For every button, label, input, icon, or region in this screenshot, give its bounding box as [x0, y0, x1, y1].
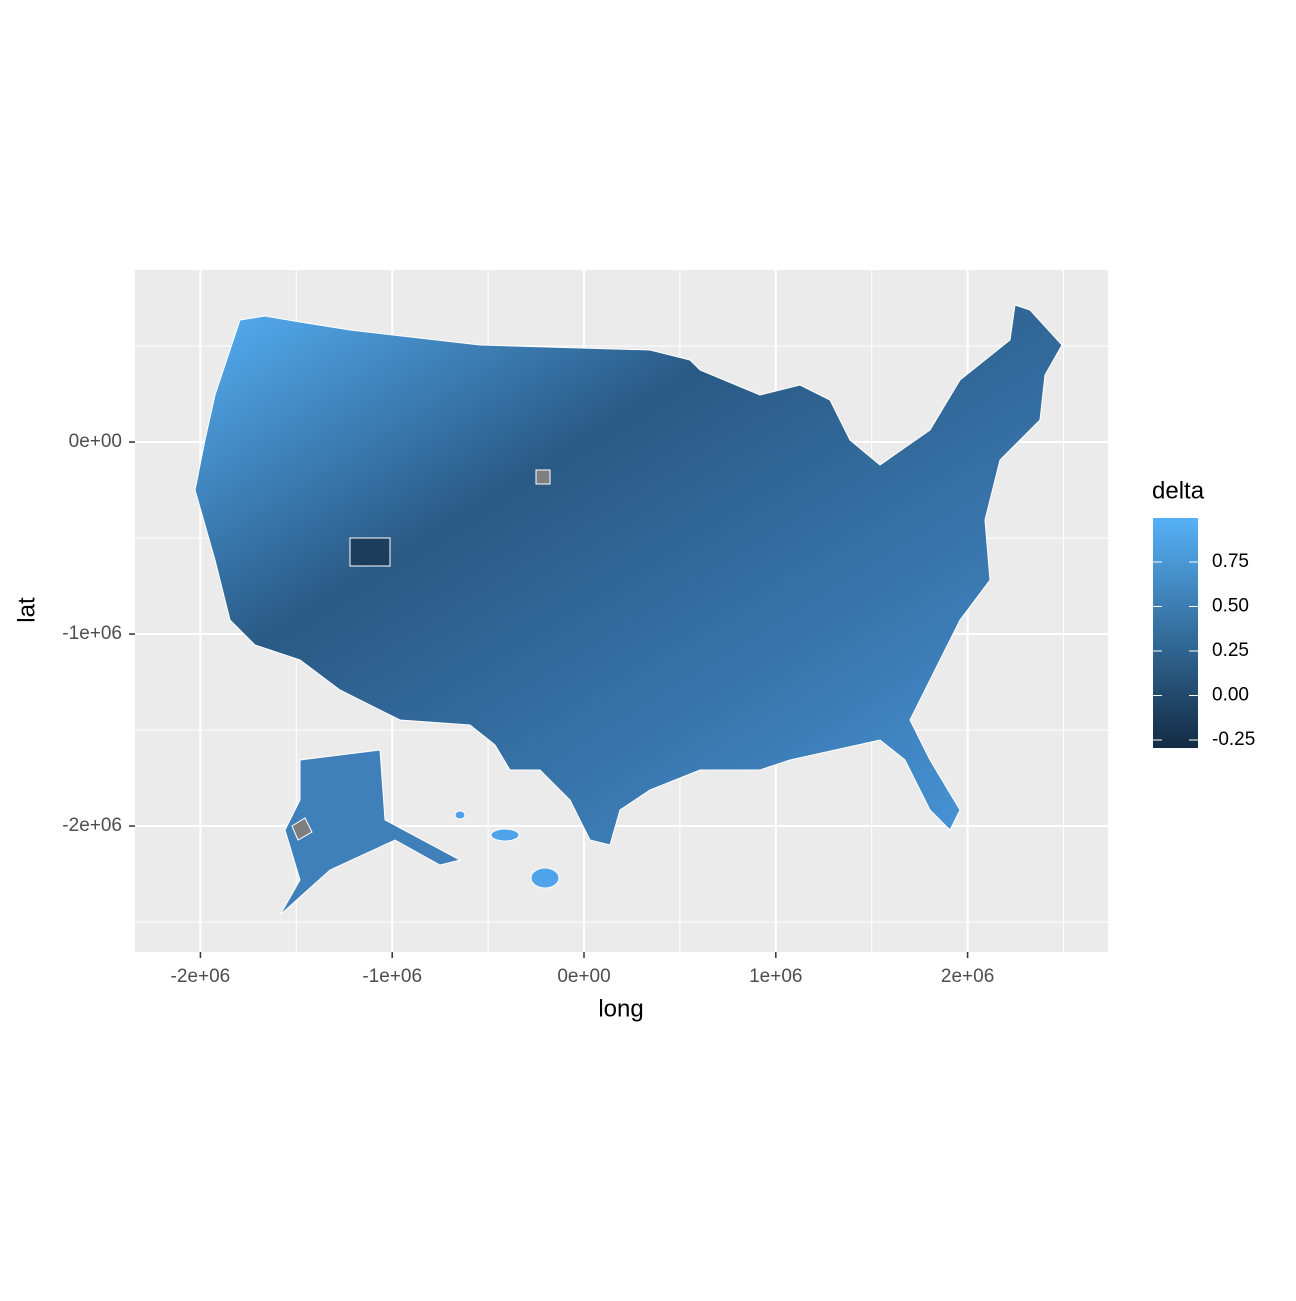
x-axis-title: long [598, 995, 643, 1022]
alaska [279, 749, 462, 916]
x-tick-label: -1e+06 [362, 966, 422, 987]
dark-region [349, 537, 391, 567]
hawaii [454, 810, 466, 820]
colorbar [1153, 518, 1198, 748]
axes: -2e+06 -1e+06 0e+00 1e+06 2e+06 -2e+06 -1e+06 0… [62, 431, 994, 987]
no-data-region [535, 469, 551, 485]
no-data-region [291, 817, 313, 841]
y-tick-label: -1e+06 [62, 623, 122, 644]
legend-label: -0.25 [1212, 729, 1255, 750]
hawaii [530, 867, 560, 889]
map [194, 304, 1063, 916]
x-tick-label: 1e+06 [749, 966, 802, 987]
contiguous-us [194, 304, 1063, 846]
legend-label: 0.00 [1212, 685, 1249, 706]
y-tick-label: 0e+00 [69, 431, 122, 452]
x-tick-label: -2e+06 [171, 966, 231, 987]
y-tick-label: -2e+06 [62, 815, 122, 836]
y-axis-title: lat [13, 597, 40, 623]
x-tick-label: 0e+00 [557, 966, 610, 987]
x-tick-label: 2e+06 [941, 966, 994, 987]
legend-title: delta [1152, 477, 1205, 504]
legend-label: 0.50 [1212, 595, 1249, 616]
legend: -0.25 0.00 0.25 0.50 0.75 [1153, 518, 1255, 750]
legend-label: 0.25 [1212, 640, 1249, 661]
hawaii [490, 828, 520, 842]
legend-label: 0.75 [1212, 551, 1249, 572]
